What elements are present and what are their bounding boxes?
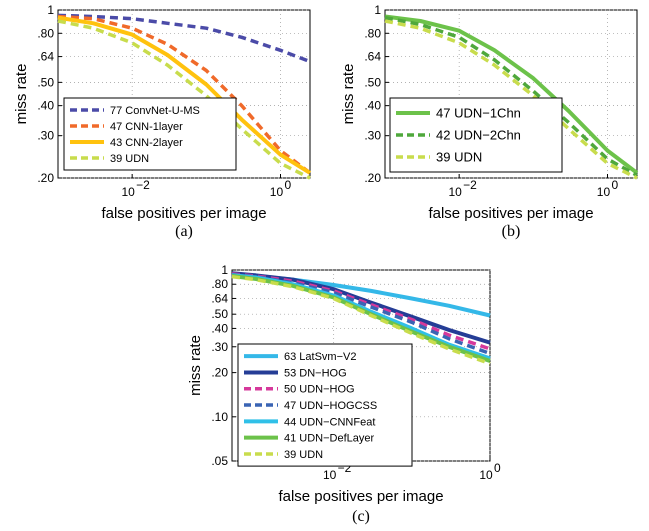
y-tick-label: .20 [364,171,381,185]
y-tick-label: .64 [211,291,228,305]
y-tick-label: .80 [37,26,54,40]
legend-entry: 39 UDN [284,449,323,461]
x-tick-label: 10 [121,185,135,199]
legend-entry: 41 UDN−DefLayer [284,433,375,445]
panel-caption: (a) [175,223,193,240]
series-line [57,15,312,175]
legend-entry: 77 ConvNet-U-MS [110,105,200,117]
y-tick-label: 1 [374,3,381,17]
y-tick-label: .30 [37,129,54,143]
y-tick-label: .50 [37,75,54,89]
y-tick-label: .20 [211,366,228,380]
series-line [57,13,311,64]
y-tick-label: .50 [211,307,228,321]
x-tick-exponent: −2 [136,178,150,192]
x-tick-label: 10 [597,185,611,199]
y-tick-label: .30 [364,129,381,143]
series-line [231,274,491,366]
legend-entry: 63 LatSvm−V2 [284,351,356,363]
y-tick-label: .20 [37,171,54,185]
legend-entry: 39 UDN [110,153,149,165]
x-tick-exponent: 0 [494,461,501,475]
x-axis-label: false positives per image [428,205,593,222]
x-tick-label: 10 [479,468,493,482]
series-line [384,14,639,175]
legend-entry: 47 UDN−1Chn [436,106,521,121]
legend-entry: 39 UDN [436,150,482,165]
y-tick-label: .30 [211,340,228,354]
y-tick-label: .80 [364,26,381,40]
legend-entry: 42 UDN−2Chn [436,128,521,143]
legend-entry: 43 CNN-2layer [110,137,183,149]
legend-entry: 50 UDN−HOG [284,384,355,396]
legend: 77 ConvNet-U-MS 47 CNN-1layer 43 CNN-2laye… [63,97,237,171]
y-axis-label: miss rate [340,64,357,125]
y-axis-label: miss rate [13,64,30,125]
y-tick-label: .80 [211,277,228,291]
x-axis-label: false positives per image [278,488,443,505]
panel-caption: (b) [502,223,521,240]
y-axis-label: miss rate [187,335,204,396]
y-tick-label: .40 [211,321,228,335]
x-tick-label: 10 [270,185,284,199]
y-tick-label: .64 [37,50,54,64]
legend-entry: 47 CNN-1layer [110,121,183,133]
y-tick-label: .05 [211,454,228,468]
legend: 63 LatSvm−V2 53 DN−HOG 50 UDN−HOG 47 UDN−HO… [237,343,413,467]
x-tick-exponent: 0 [284,178,291,192]
y-tick-label: 1 [221,263,228,277]
x-tick-label: 10 [323,468,337,482]
series-line [57,19,311,180]
legend-entry: 53 DN−HOG [284,367,347,379]
x-tick-label: 10 [448,185,462,199]
legend-entry: 47 UDN−HOGCSS [284,400,377,412]
y-tick-label: .50 [364,75,381,89]
y-tick-label: .40 [37,99,54,113]
y-tick-label: .40 [364,99,381,113]
y-tick-label: 1 [47,3,54,17]
series-line [384,19,638,180]
y-tick-label: .10 [211,410,228,424]
series-line [57,14,312,175]
x-tick-exponent: 0 [611,178,618,192]
series-line [384,15,638,177]
y-tick-label: .64 [364,50,381,64]
panel-caption: (c) [352,508,370,525]
legend: 47 UDN−1Chn 42 UDN−2Chn 39 UDN [389,97,563,173]
legend-entry: 44 UDN−CNNFeat [284,416,375,428]
x-tick-exponent: −2 [463,178,477,192]
x-axis-label: false positives per image [101,205,266,222]
